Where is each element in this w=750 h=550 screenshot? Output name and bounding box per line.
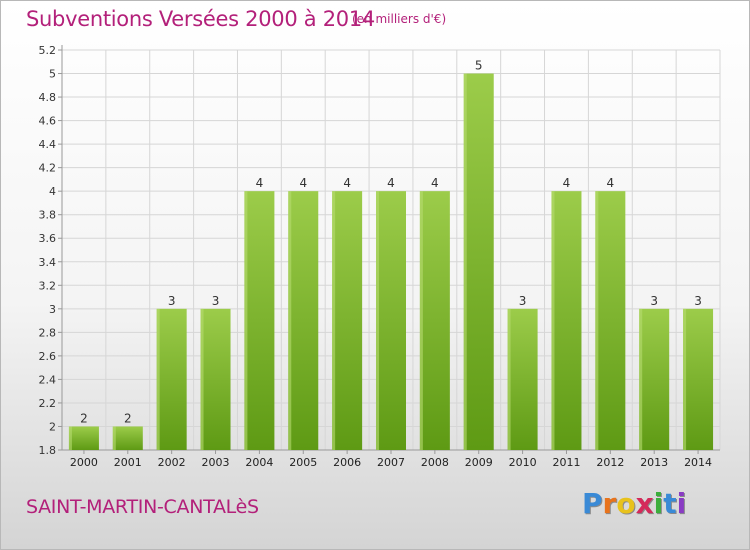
y-tick-label: 4.4 <box>39 138 57 151</box>
proxiti-logo[interactable]: Proxiti <box>582 487 686 520</box>
logo-letter: r <box>602 487 617 520</box>
y-tick-label: 2.8 <box>39 326 57 339</box>
bar-2000 <box>68 426 99 450</box>
y-tick-label: 4 <box>49 185 56 198</box>
bar-2010 <box>507 308 538 450</box>
y-tick-label: 5.2 <box>39 44 57 57</box>
bar-highlight <box>288 191 292 451</box>
logo-letter: t <box>663 487 677 520</box>
bar-highlight <box>244 191 248 451</box>
x-tick-label: 2012 <box>596 456 624 469</box>
bar-2011 <box>551 191 582 451</box>
x-tick-label: 2006 <box>333 456 361 469</box>
bar-highlight <box>507 308 511 450</box>
x-tick-label: 2008 <box>421 456 449 469</box>
logo-letter: x <box>635 487 654 520</box>
data-label: 3 <box>519 294 527 308</box>
bar-highlight <box>200 308 204 450</box>
x-tick-label: 2003 <box>202 456 230 469</box>
bar-2001 <box>112 426 143 450</box>
data-label: 4 <box>299 176 307 190</box>
x-tick-label: 2014 <box>684 456 712 469</box>
data-label: 4 <box>256 176 264 190</box>
bar-2014 <box>683 308 714 450</box>
y-tick-label: 3 <box>49 303 56 316</box>
data-label: 4 <box>607 176 615 190</box>
bar-2002 <box>156 308 187 450</box>
x-tick-labels: 2000 2001 2002 2003 2004 2005 2006 2007 2008 2009… <box>70 456 712 469</box>
data-label: 3 <box>694 294 702 308</box>
bars <box>68 73 714 451</box>
chart-subtitle: (en milliers d'€) <box>352 12 447 26</box>
data-label: 3 <box>212 294 220 308</box>
bar-2003 <box>200 308 231 450</box>
y-tick-label: 1.8 <box>39 444 57 457</box>
data-label: 3 <box>650 294 658 308</box>
data-label: 5 <box>475 59 483 73</box>
bar-2006 <box>332 191 363 451</box>
x-tick-label: 2004 <box>245 456 273 469</box>
chart-title: Subventions Versées 2000 à 2014 <box>26 7 375 31</box>
bar-highlight <box>112 426 116 450</box>
bar-highlight <box>419 191 423 451</box>
bar-2009 <box>463 73 494 450</box>
bar-2004 <box>244 191 275 451</box>
x-tick-label: 2010 <box>509 456 537 469</box>
logo-letter: i <box>653 487 664 520</box>
data-label: 2 <box>80 411 88 425</box>
bar-highlight <box>332 191 336 451</box>
y-tick-label: 4.8 <box>39 91 57 104</box>
x-tick-label: 2005 <box>289 456 317 469</box>
x-tick-label: 2000 <box>70 456 98 469</box>
x-tick-label: 2001 <box>114 456 142 469</box>
bar-highlight <box>68 426 72 450</box>
x-tick-label: 2009 <box>465 456 493 469</box>
bar-highlight <box>639 308 643 450</box>
bar-highlight <box>551 191 555 451</box>
x-tick-label: 2011 <box>552 456 580 469</box>
bar-chart: 1.8 2 2.2 2.4 2.6 2.8 3 3.2 3.4 3.6 3.8 4 4.2 4.4 4.6 4… <box>39 44 721 469</box>
y-tick-label: 3.4 <box>39 256 57 269</box>
bar-highlight <box>683 308 687 450</box>
bar-2008 <box>419 191 450 451</box>
bar-highlight <box>156 308 160 450</box>
x-tick-label: 2002 <box>158 456 186 469</box>
y-tick-label: 4.2 <box>39 162 57 175</box>
bar-highlight <box>463 73 467 450</box>
bar-highlight <box>595 191 599 451</box>
data-label: 4 <box>387 176 395 190</box>
y-tick-label: 2 <box>49 420 56 433</box>
data-label: 2 <box>124 411 132 425</box>
data-labels: 2 2 3 3 4 4 4 4 4 5 3 4 4 3 3 <box>80 59 702 426</box>
data-label: 4 <box>563 176 571 190</box>
y-tick-label: 2.2 <box>39 397 57 410</box>
y-tick-label: 4.6 <box>39 115 57 128</box>
logo-letter: o <box>616 487 636 520</box>
y-tick-labels: 1.8 2 2.2 2.4 2.6 2.8 3 3.2 3.4 3.6 3.8 4 4.2 4.4 4.6 4… <box>39 44 57 457</box>
y-tick-label: 2.6 <box>39 350 57 363</box>
y-tick-label: 3.8 <box>39 209 57 222</box>
y-tick-label: 3.2 <box>39 279 57 292</box>
data-label: 4 <box>343 176 351 190</box>
bar-2013 <box>639 308 670 450</box>
bar-highlight <box>376 191 379 451</box>
y-tick-label: 5 <box>49 68 56 81</box>
x-tick-label: 2013 <box>640 456 668 469</box>
logo-letter: i <box>676 487 687 520</box>
bar-2007 <box>376 191 406 451</box>
commune-name: SAINT-MARTIN-CANTALèS <box>26 496 259 518</box>
y-tick-label: 3.6 <box>39 232 57 245</box>
y-tick-label: 2.4 <box>39 373 57 386</box>
data-label: 4 <box>431 176 439 190</box>
x-tick-label: 2007 <box>377 456 405 469</box>
bar-2012 <box>595 191 626 451</box>
data-label: 3 <box>168 294 176 308</box>
bar-2005 <box>288 191 319 451</box>
logo-letter: P <box>582 487 603 520</box>
